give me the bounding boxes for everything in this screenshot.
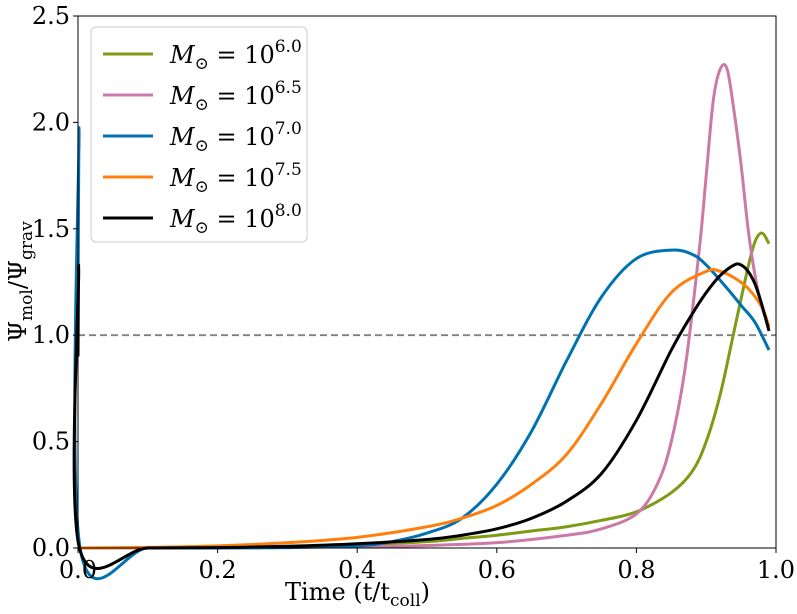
plot-frame	[77, 15, 777, 549]
x-tick-label: 0.6	[478, 556, 516, 584]
x-tick-label: 0.8	[617, 556, 655, 584]
y-tick-label: 2.0	[32, 108, 70, 136]
y-tick-label: 2.5	[32, 2, 70, 30]
axis-ticks: 0.0 0.2 0.4 0.6 0.8 1.0 0.0 0.5 1.0 1.5 2.0 2.5	[32, 2, 795, 584]
legend-entry-7.0: M⊙ = 107.0	[169, 119, 302, 156]
legend-entry-6.5: M⊙ = 106.5	[169, 78, 302, 115]
y-axis-title-slash: /Ψ	[4, 260, 32, 289]
x-tick-label: 0.0	[59, 556, 97, 584]
legend: M⊙ = 106.0 M⊙ = 106.5 M⊙ = 107.0 M⊙ = 107.5…	[90, 26, 308, 243]
y-tick-label: 0.0	[32, 534, 70, 562]
x-tick-label: 0.2	[199, 556, 237, 584]
y-axis-title: Ψmol/Ψgrav	[4, 221, 37, 342]
y-tick-label: 0.5	[32, 428, 70, 456]
x-axis-title-main: Time (t/t	[285, 578, 390, 606]
legend-entry-7.5: M⊙ = 107.5	[169, 160, 302, 197]
x-tick-label: 0.4	[338, 556, 376, 584]
legend-box	[90, 26, 308, 243]
y-tick-label: 1.5	[32, 215, 70, 243]
series-line-7.5	[77, 268, 771, 550]
y-axis-title-sub-mol: mol	[17, 289, 37, 321]
legend-entry-6.0: M⊙ = 106.0	[169, 37, 302, 74]
plot-area	[72, 63, 776, 581]
x-axis-title-sub: coll	[390, 591, 421, 611]
y-axis-title-psi: Ψ	[4, 321, 32, 342]
legend-entry-8.0: M⊙ = 108.0	[169, 201, 302, 238]
x-axis-title: Time (t/tcoll)	[285, 578, 430, 611]
x-axis-title-close: )	[421, 578, 430, 606]
series-line-8.0	[72, 262, 771, 570]
y-axis-title-sub-grav: grav	[17, 221, 37, 260]
x-tick-label: 1.0	[757, 556, 795, 584]
y-tick-label: 1.0	[32, 321, 70, 349]
